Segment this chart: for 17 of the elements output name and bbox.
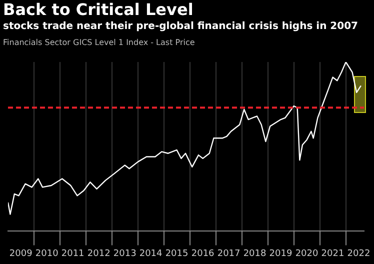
x-tick-label: 2011 <box>61 248 84 259</box>
x-tick-label: 2021 <box>321 248 344 259</box>
x-tick-label: 2010 <box>35 248 59 259</box>
chart-title: Back to Critical Level <box>3 0 194 19</box>
x-tick-label: 2020 <box>295 248 319 259</box>
x-tick-label: 2009 <box>9 248 33 259</box>
x-tick-label: 2016 <box>191 248 215 259</box>
x-tick-label: 2017 <box>217 248 240 259</box>
x-tick-label: 2014 <box>139 248 163 259</box>
x-tick-label: 2022 <box>347 248 370 259</box>
x-tick-label: 2018 <box>243 248 266 259</box>
x-tick-label: 2013 <box>113 248 136 259</box>
x-tick-label: 2012 <box>87 248 110 259</box>
x-tick-label: 2019 <box>269 248 292 259</box>
x-tick-label: 2015 <box>165 248 188 259</box>
text: Financials Sector GICS Level 1 Index - Last Price <box>3 38 195 47</box>
chart-subtitle: stocks trade near their pre-global financial crisis highs in 2007 <box>3 21 358 32</box>
